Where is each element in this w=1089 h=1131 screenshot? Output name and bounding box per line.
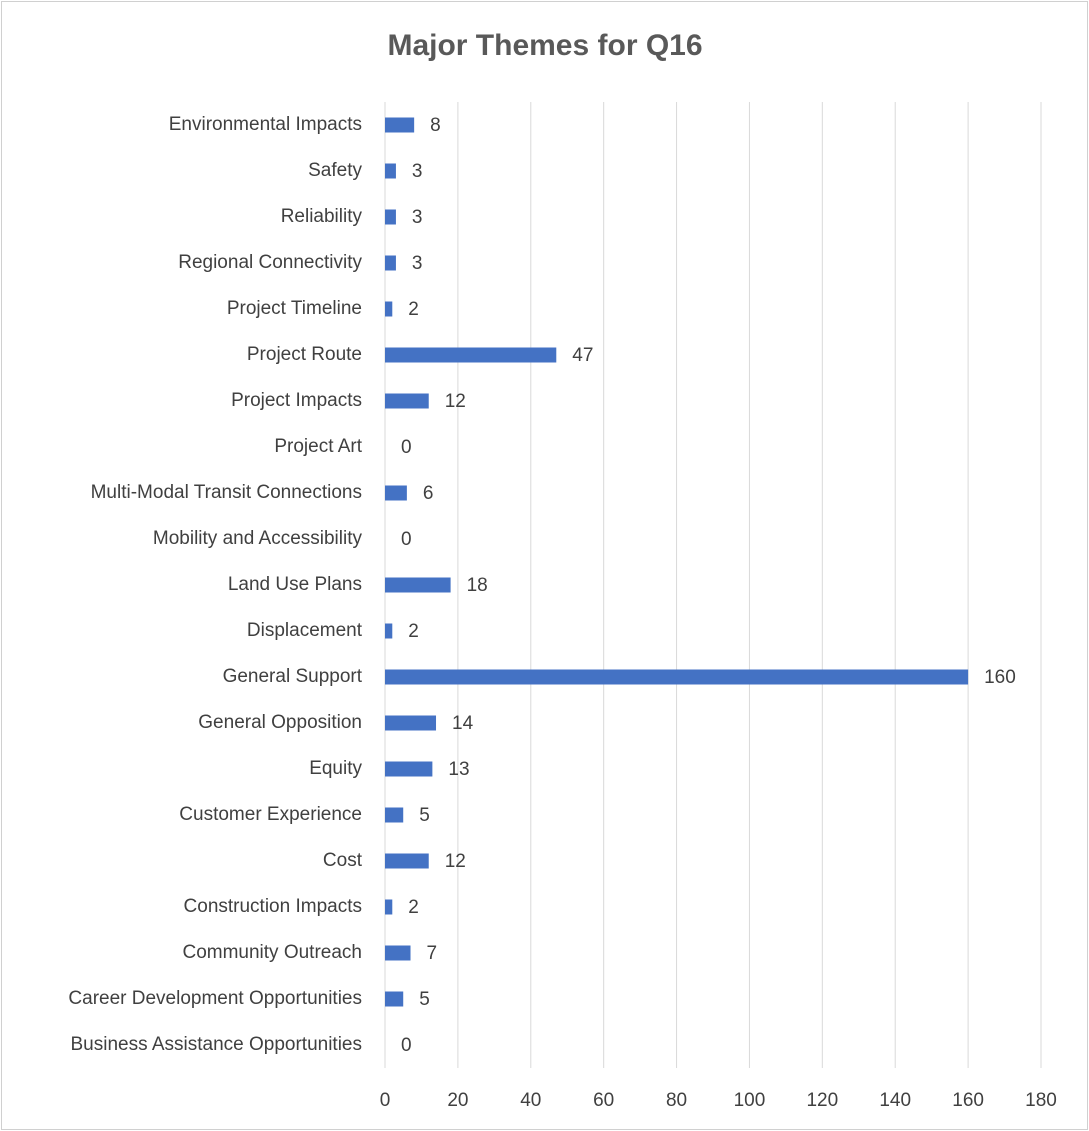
bar [385, 945, 411, 961]
bar [385, 163, 396, 179]
data-label: 160 [984, 667, 1016, 688]
x-tick-label: 120 [806, 1090, 838, 1111]
data-label: 0 [401, 437, 412, 458]
y-tick-label: Multi-Modal Transit Connections [91, 482, 362, 503]
y-tick-label: Reliability [281, 206, 363, 227]
bar [385, 347, 557, 363]
y-tick-label: Land Use Plans [228, 574, 362, 595]
y-tick-label: Project Art [274, 436, 362, 457]
data-label: 13 [448, 759, 469, 780]
y-tick-label: Mobility and Accessibility [153, 528, 363, 549]
y-tick-label: Career Development Opportunities [68, 988, 362, 1009]
data-label: 3 [412, 207, 423, 228]
data-label: 0 [401, 529, 412, 550]
data-label: 0 [401, 1035, 412, 1056]
x-tick-label: 20 [447, 1090, 468, 1111]
bar [385, 255, 396, 271]
bar [385, 577, 451, 593]
data-label: 12 [445, 851, 466, 872]
x-tick-label: 60 [593, 1090, 614, 1111]
data-label: 5 [419, 989, 430, 1010]
y-tick-label: Project Route [247, 344, 362, 365]
bar [385, 899, 393, 915]
y-tick-label: Construction Impacts [184, 896, 362, 917]
x-tick-label: 140 [879, 1090, 911, 1111]
data-label: 12 [445, 391, 466, 412]
data-label: 3 [412, 253, 423, 274]
y-tick-label: Displacement [247, 620, 363, 641]
x-tick-label: 100 [734, 1090, 766, 1111]
y-tick-label: General Opposition [198, 712, 362, 733]
bar [385, 715, 437, 731]
y-tick-label: Customer Experience [179, 804, 362, 825]
chart-title: Major Themes for Q16 [387, 29, 702, 62]
bar [385, 301, 393, 317]
y-tick-label: Project Timeline [227, 298, 362, 319]
data-label: 2 [408, 897, 419, 918]
bar [385, 623, 393, 639]
y-tick-label: Cost [323, 850, 363, 871]
bar [385, 485, 407, 501]
x-tick-label: 40 [520, 1090, 541, 1111]
bar [385, 209, 396, 225]
data-label: 6 [423, 483, 434, 504]
data-label: 5 [419, 805, 430, 826]
y-tick-label: Equity [309, 758, 362, 779]
data-label: 18 [467, 575, 488, 596]
x-tick-label: 0 [380, 1090, 391, 1111]
data-label: 14 [452, 713, 474, 734]
x-tick-label: 80 [666, 1090, 687, 1111]
data-label: 2 [408, 299, 419, 320]
x-tick-label: 180 [1025, 1090, 1057, 1111]
data-label: 47 [572, 345, 593, 366]
y-tick-label: Project Impacts [231, 390, 362, 411]
bar [385, 117, 415, 133]
data-label: 2 [408, 621, 419, 642]
bar [385, 393, 429, 409]
y-tick-label: Community Outreach [182, 942, 362, 963]
data-label: 3 [412, 161, 423, 182]
bar [385, 761, 433, 777]
bar [385, 807, 404, 823]
data-label: 8 [430, 115, 441, 136]
y-tick-label: Environmental Impacts [169, 114, 362, 135]
y-tick-label: Business Assistance Opportunities [71, 1034, 363, 1055]
y-tick-label: General Support [223, 666, 363, 687]
bar [385, 853, 429, 869]
bar [385, 991, 404, 1007]
y-tick-label: Safety [308, 160, 362, 181]
bar [385, 669, 969, 685]
x-tick-label: 160 [952, 1090, 984, 1111]
y-tick-label: Regional Connectivity [178, 252, 362, 273]
data-label: 7 [427, 943, 438, 964]
